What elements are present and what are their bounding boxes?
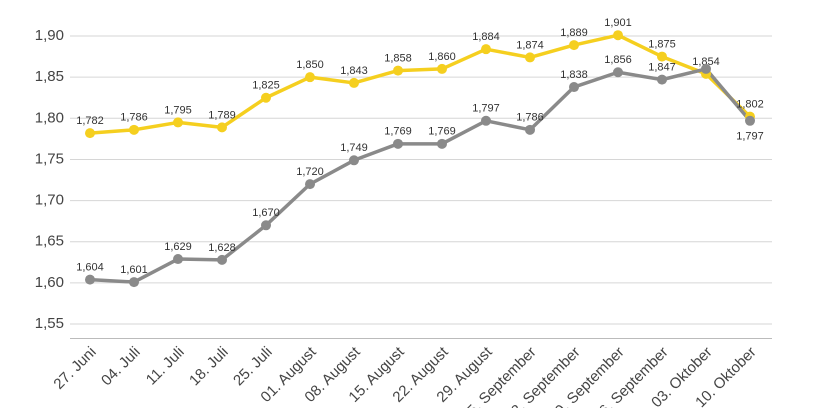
value-label: 1,601 [120,264,148,276]
value-label: 1,838 [560,69,588,81]
data-point [349,77,359,88]
data-point [305,179,315,190]
value-label: 1,797 [472,103,500,115]
value-label: 1,604 [76,262,104,274]
value-label: 1,874 [516,39,544,51]
data-point [261,220,271,231]
x-tick-label: 18. Juli [186,344,232,390]
y-tick-label: 1,65 [35,233,64,250]
value-label: 1,901 [604,17,632,29]
data-point [85,274,95,285]
value-label: 1,889 [560,27,588,39]
y-tick-label: 1,80 [35,109,64,126]
value-label: 1,797 [736,131,764,143]
value-label: 1,795 [164,104,192,116]
value-label: 1,789 [208,109,236,121]
data-point [305,72,315,83]
value-label: 1,786 [120,112,148,124]
value-label: 1,860 [428,51,456,63]
data-point [481,44,491,55]
data-point [217,254,227,265]
value-label: 1,825 [252,80,280,92]
data-point [437,63,447,74]
data-point [569,82,579,93]
x-tick-label: 27. Juni [50,344,99,393]
data-point [393,138,403,149]
value-label: 1,628 [208,242,236,254]
y-tick-label: 1,90 [35,27,64,44]
value-label: 1,749 [340,142,368,154]
value-label: 1,856 [604,54,632,66]
data-point [657,74,667,85]
value-label: 1,847 [648,62,676,74]
data-point [261,92,271,103]
value-label: 1,769 [428,126,456,138]
value-label: 1,769 [384,126,412,138]
data-point [657,51,667,62]
series-line [89,67,752,284]
data-point [129,124,139,135]
data-point [173,117,183,128]
value-label: 1,884 [472,31,500,43]
data-point [525,52,535,63]
data-point [85,128,95,139]
series-line [89,33,752,135]
value-label: 1,786 [516,112,544,124]
data-point [437,138,447,149]
data-point [349,155,359,166]
y-tick-label: 1,60 [35,274,64,291]
data-point [217,122,227,133]
y-tick-label: 1,55 [35,315,64,332]
value-label: 1,629 [164,241,192,253]
data-point [745,115,755,126]
value-label: 1,720 [296,166,324,178]
data-point [569,40,579,51]
data-point [481,115,491,126]
data-point [613,30,623,41]
data-point [173,254,183,265]
value-label: 1,854 [692,56,720,68]
x-tick-label: 04. Juli [98,344,144,390]
value-label: 1,850 [296,59,324,71]
value-label: 1,670 [252,207,280,219]
x-tick-label: 11. Juli [143,344,188,389]
data-point [613,67,623,78]
value-label: 1,875 [648,38,676,50]
value-label: 1,802 [736,99,764,111]
value-label: 1,782 [76,115,104,127]
data-point [393,65,403,76]
y-tick-label: 1,70 [35,192,64,209]
y-tick-label: 1,75 [35,150,64,167]
data-point [525,124,535,135]
value-label: 1,858 [384,52,412,64]
data-point [701,63,711,74]
data-point [129,277,139,288]
value-label: 1,843 [340,65,368,77]
y-tick-label: 1,85 [35,68,64,85]
